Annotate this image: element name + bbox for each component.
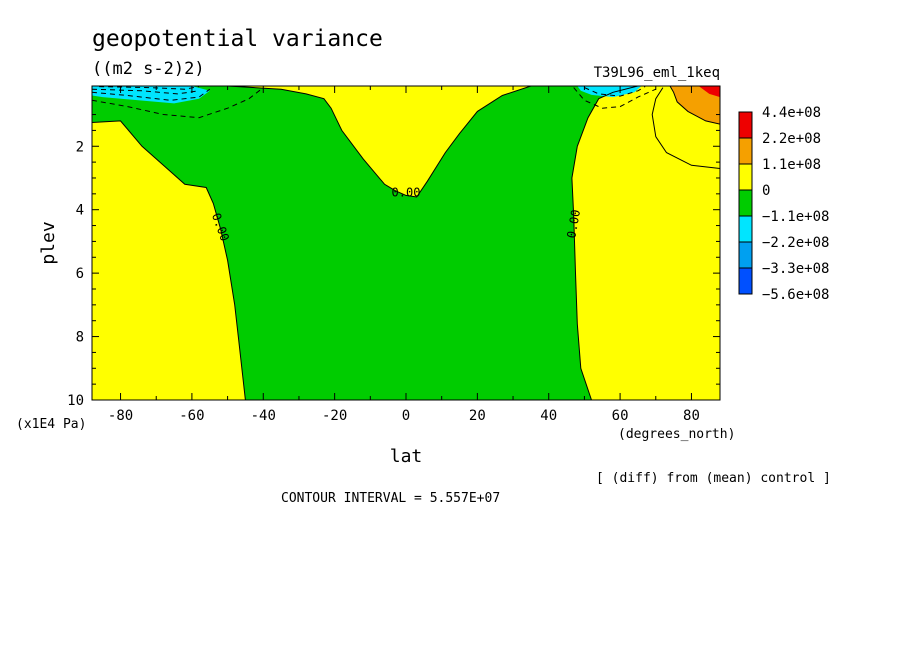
x-tick-label: 20 bbox=[469, 408, 486, 424]
colorbar-swatch bbox=[738, 215, 753, 243]
run-label: T39L96_eml_1keq bbox=[594, 65, 720, 81]
colorbar-label: 2.2e+08 bbox=[762, 131, 821, 147]
zero-contour-east bbox=[571, 86, 639, 400]
x-tick-label: 80 bbox=[683, 408, 700, 424]
region-orange-right bbox=[670, 86, 720, 125]
y-axis-units: (x1E4 Pa) bbox=[16, 417, 86, 432]
zero-contour-center bbox=[227, 86, 532, 198]
colorbar-swatch bbox=[738, 111, 753, 139]
colorbar-swatch bbox=[738, 241, 753, 269]
contour-label-2: 0.00 bbox=[564, 209, 583, 240]
x-tick-label: -80 bbox=[108, 408, 133, 424]
colorbar-label: −2.2e+08 bbox=[762, 235, 829, 251]
chart-units: ((m2 s-2)2) bbox=[92, 59, 205, 79]
contour-interval: CONTOUR INTERVAL = 5.557E+07 bbox=[281, 491, 500, 506]
neg-contour-west-1 bbox=[92, 87, 264, 119]
chart-title: geopotential variance bbox=[92, 26, 383, 52]
colorbar-swatch bbox=[738, 163, 753, 191]
neg-contour-west-3 bbox=[92, 88, 200, 95]
y-axis-label: plev bbox=[38, 221, 59, 264]
colorbar-swatch bbox=[738, 137, 753, 165]
colorbar-label: 0 bbox=[762, 183, 770, 199]
region-red-right bbox=[698, 86, 720, 98]
y-tick-label: 4 bbox=[76, 203, 84, 219]
x-tick-label: -60 bbox=[179, 408, 204, 424]
zero-contour-west bbox=[92, 120, 246, 400]
colorbar-label: 4.4e+08 bbox=[762, 105, 821, 121]
colorbar-swatch bbox=[738, 189, 753, 217]
diff-note: [ (diff) from (mean) control ] bbox=[596, 471, 831, 486]
colorbar-label: −5.6e+08 bbox=[762, 287, 829, 303]
contour-label-1: 0.00 bbox=[392, 185, 421, 199]
colorbar-label: −1.1e+08 bbox=[762, 209, 829, 225]
x-tick-label: 40 bbox=[540, 408, 557, 424]
colorbar-swatch bbox=[738, 267, 753, 295]
colorbar-label: −3.3e+08 bbox=[762, 261, 829, 277]
x-tick-label: 0 bbox=[402, 408, 410, 424]
x-tick-label: -40 bbox=[251, 408, 276, 424]
x-axis-label: lat bbox=[390, 446, 423, 467]
neg-contour-east-1 bbox=[573, 87, 657, 109]
y-tick-label: 2 bbox=[76, 139, 84, 155]
y-tick-label: 10 bbox=[67, 393, 84, 409]
y-tick-label: 8 bbox=[76, 330, 84, 346]
region-negative-zone bbox=[92, 86, 638, 400]
x-axis-units: (degrees_north) bbox=[618, 427, 735, 442]
y-tick-label: 6 bbox=[76, 266, 84, 282]
neg-contour-west-2 bbox=[92, 88, 211, 101]
x-tick-label: -20 bbox=[322, 408, 347, 424]
pos-contour-east-2 bbox=[669, 86, 720, 125]
colorbar-label: 1.1e+08 bbox=[762, 157, 821, 173]
pos-contour-east-1 bbox=[651, 87, 720, 169]
neg-contour-east-2 bbox=[584, 86, 646, 97]
x-tick-label: 60 bbox=[612, 408, 629, 424]
